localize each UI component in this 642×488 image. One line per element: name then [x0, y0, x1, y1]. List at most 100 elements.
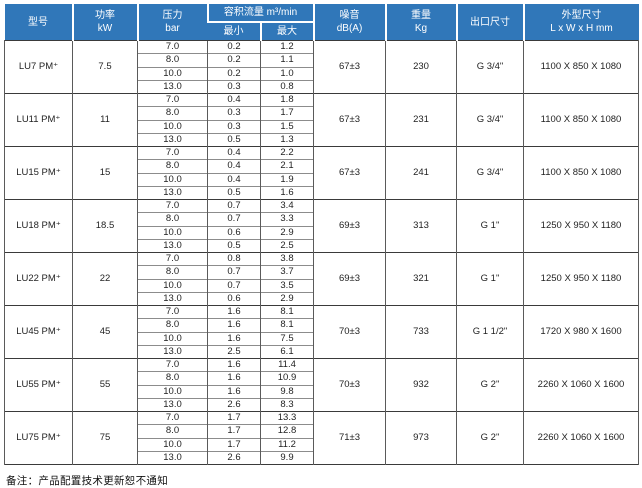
- outlet-cell: G 1": [456, 199, 524, 253]
- flow-max-cell: 1.1: [260, 53, 314, 67]
- outlet-cell: G 1 1/2": [456, 305, 524, 359]
- flow-max-cell: 9.9: [260, 450, 314, 465]
- flow-min-cell: 1.6: [207, 304, 261, 319]
- table-row: 13.0 2.6 9.9: [5, 450, 639, 465]
- header-outlet: 出口尺寸: [455, 4, 524, 41]
- noise-cell: 67±3: [313, 146, 386, 200]
- pressure-cell: 8.0: [137, 106, 208, 120]
- flow-max-cell: 9.8: [260, 384, 314, 399]
- flow-max-cell: 6.1: [260, 344, 314, 359]
- flow-max-cell: 1.8: [260, 92, 314, 107]
- flow-min-cell: 0.7: [207, 265, 261, 279]
- table-row: 8.0 0.2 1.1: [5, 53, 639, 67]
- table-row: 10.0 0.4 1.9: [5, 172, 639, 187]
- pressure-cell: 7.0: [137, 304, 208, 319]
- table-row: 8.0 1.6 8.1: [5, 318, 639, 332]
- flow-max-cell: 3.3: [260, 212, 314, 226]
- pressure-cell: 13.0: [137, 185, 208, 200]
- outlet-cell: G 2": [456, 358, 524, 412]
- flow-min-cell: 0.2: [207, 66, 261, 81]
- outlet-cell: G 2": [456, 411, 524, 465]
- pressure-cell: 10.0: [137, 225, 208, 240]
- dims-cell: 1250 X 950 X 1180: [523, 199, 639, 253]
- outlet-cell: G 3/4": [456, 146, 524, 200]
- flow-max-cell: 2.1: [260, 159, 314, 173]
- dims-cell: 2260 X 1060 X 1600: [523, 358, 639, 412]
- flow-min-cell: 0.3: [207, 119, 261, 134]
- pressure-cell: 13.0: [137, 79, 208, 94]
- flow-max-cell: 11.2: [260, 437, 314, 452]
- flow-max-cell: 3.7: [260, 265, 314, 279]
- flow-max-cell: 1.3: [260, 132, 314, 147]
- noise-cell: 71±3: [313, 411, 386, 465]
- pressure-cell: 8.0: [137, 424, 208, 438]
- pressure-cell: 8.0: [137, 265, 208, 279]
- pressure-cell: 10.0: [137, 384, 208, 399]
- weight-cell: 973: [385, 411, 457, 465]
- pressure-cell: 8.0: [137, 159, 208, 173]
- dims-cell: 2260 X 1060 X 1600: [523, 411, 639, 465]
- table-row: 8.0 0.7 3.7: [5, 265, 639, 279]
- flow-min-cell: 1.6: [207, 318, 261, 332]
- table-row: 8.0 0.7 3.3: [5, 212, 639, 226]
- table-row: 10.0 1.6 7.5: [5, 331, 639, 346]
- table-row: 8.0 1.7 12.8: [5, 424, 639, 438]
- table-row: LU7 PM⁺ 7.5 7.0 0.2 1.2 67±3 230 G 3/4" 1100 X 8…: [4, 39, 639, 94]
- pressure-cell: 10.0: [137, 66, 208, 81]
- pressure-cell: 10.0: [137, 437, 208, 452]
- flow-max-cell: 2.9: [260, 291, 314, 306]
- flow-min-cell: 0.7: [207, 212, 261, 226]
- flow-min-cell: 0.3: [207, 106, 261, 120]
- weight-cell: 230: [385, 40, 457, 94]
- flow-min-cell: 0.5: [207, 185, 261, 200]
- flow-max-cell: 12.8: [260, 424, 314, 438]
- table-row: 8.0 1.6 10.9: [5, 371, 639, 385]
- dims-cell: 1100 X 850 X 1080: [523, 93, 639, 147]
- flow-max-cell: 13.3: [260, 410, 314, 425]
- noise-cell: 67±3: [313, 40, 386, 94]
- header-power: 功率 kW: [71, 4, 138, 41]
- flow-min-cell: 2.6: [207, 397, 261, 412]
- flow-min-cell: 0.6: [207, 291, 261, 306]
- model-cell: LU22 PM⁺: [4, 252, 73, 306]
- weight-cell: 932: [385, 358, 457, 412]
- flow-max-cell: 1.0: [260, 66, 314, 81]
- pressure-cell: 7.0: [137, 145, 208, 160]
- table-row: LU45 PM⁺ 45 7.0 1.6 8.1 70±3 733 G 1 1/2" 1720 X…: [4, 304, 639, 359]
- pressure-cell: 8.0: [137, 53, 208, 67]
- weight-cell: 313: [385, 199, 457, 253]
- pressure-cell: 8.0: [137, 212, 208, 226]
- weight-cell: 241: [385, 146, 457, 200]
- table-row: 13.0 2.5 6.1: [5, 344, 639, 359]
- flow-min-cell: 2.6: [207, 450, 261, 465]
- pressure-cell: 8.0: [137, 318, 208, 332]
- weight-cell: 321: [385, 252, 457, 306]
- pressure-cell: 10.0: [137, 278, 208, 293]
- pressure-cell: 10.0: [137, 119, 208, 134]
- pressure-cell: 13.0: [137, 397, 208, 412]
- noise-cell: 70±3: [313, 358, 386, 412]
- flow-max-cell: 1.7: [260, 106, 314, 120]
- header-flow: 容积流量 m³/min: [206, 4, 314, 23]
- table-row: 8.0 0.4 2.1: [5, 159, 639, 173]
- power-cell: 15: [72, 146, 138, 200]
- flow-min-cell: 0.8: [207, 251, 261, 266]
- flow-max-cell: 2.5: [260, 238, 314, 253]
- flow-min-cell: 0.2: [207, 53, 261, 67]
- pressure-cell: 7.0: [137, 357, 208, 372]
- flow-max-cell: 2.9: [260, 225, 314, 240]
- pressure-cell: 7.0: [137, 39, 208, 54]
- table-row: 13.0 0.6 2.9: [5, 291, 639, 306]
- noise-cell: 70±3: [313, 305, 386, 359]
- flow-max-cell: 8.1: [260, 304, 314, 319]
- table-row: LU55 PM⁺ 55 7.0 1.6 11.4 70±3 932 G 2" 2260 X 10…: [4, 357, 639, 412]
- table-row: 13.0 0.3 0.8: [5, 79, 639, 94]
- flow-max-cell: 10.9: [260, 371, 314, 385]
- flow-min-cell: 0.5: [207, 238, 261, 253]
- noise-cell: 69±3: [313, 252, 386, 306]
- power-cell: 55: [72, 358, 138, 412]
- flow-max-cell: 1.5: [260, 119, 314, 134]
- pressure-cell: 13.0: [137, 450, 208, 465]
- flow-max-cell: 1.6: [260, 185, 314, 200]
- table-header: 型号 功率 kW 压力 bar 容积流量 m³/min 噪音 dB(A) 重量 …: [4, 4, 639, 41]
